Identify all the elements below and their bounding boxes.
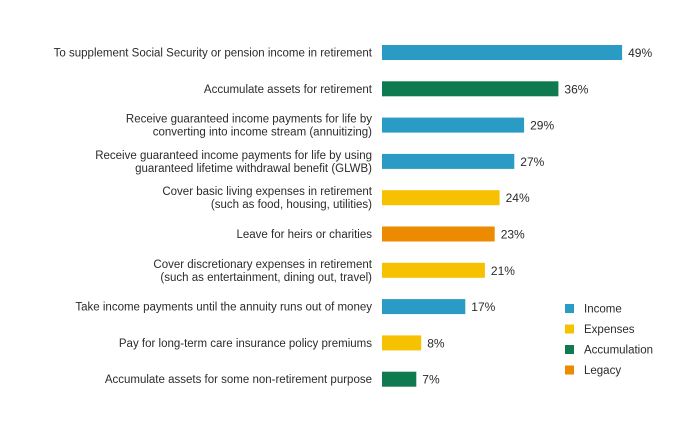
category-label: Take income payments until the annuity r… <box>75 302 372 314</box>
legend-label: Income <box>584 304 622 316</box>
legend-label: Accumulation <box>584 345 653 357</box>
value-label: 21% <box>491 264 515 278</box>
bar <box>382 81 559 97</box>
category-label: Pay for long-term care insurance policy … <box>119 338 372 350</box>
legend-swatch <box>565 365 574 375</box>
legend-swatch <box>565 304 574 313</box>
category-label: Receive guaranteed income payments for l… <box>95 150 372 175</box>
category-label: Leave for heirs or charities <box>236 229 372 241</box>
bar <box>382 117 525 133</box>
value-label: 49% <box>628 46 652 60</box>
category-label: To supplement Social Security or pension… <box>54 48 373 60</box>
legend-label: Expenses <box>584 324 635 336</box>
value-label: 29% <box>530 119 554 133</box>
value-label: 24% <box>506 191 530 205</box>
category-label: Accumulate assets for some non-retiremen… <box>105 374 372 386</box>
bar <box>382 190 500 206</box>
legend-label: Legacy <box>584 365 621 377</box>
category-label: Receive guaranteed income payments for l… <box>126 114 372 139</box>
bar <box>382 371 417 387</box>
bar <box>382 299 466 315</box>
value-label: 7% <box>422 373 440 387</box>
value-label: 36% <box>564 82 588 96</box>
bar <box>382 262 485 278</box>
category-label: Cover basic living expenses in retiremen… <box>162 186 372 211</box>
bar <box>382 153 515 169</box>
category-label: Cover discretionary expenses in retireme… <box>153 259 372 284</box>
value-label: 23% <box>501 228 525 242</box>
bar <box>382 226 495 242</box>
value-label: 27% <box>520 155 544 169</box>
bar <box>382 45 623 60</box>
legend-swatch <box>565 345 574 354</box>
legend-swatch <box>565 324 574 334</box>
bar <box>382 335 422 351</box>
value-label: 17% <box>471 300 495 314</box>
value-label: 8% <box>427 336 445 350</box>
category-label: Accumulate assets for retirement <box>204 84 373 96</box>
